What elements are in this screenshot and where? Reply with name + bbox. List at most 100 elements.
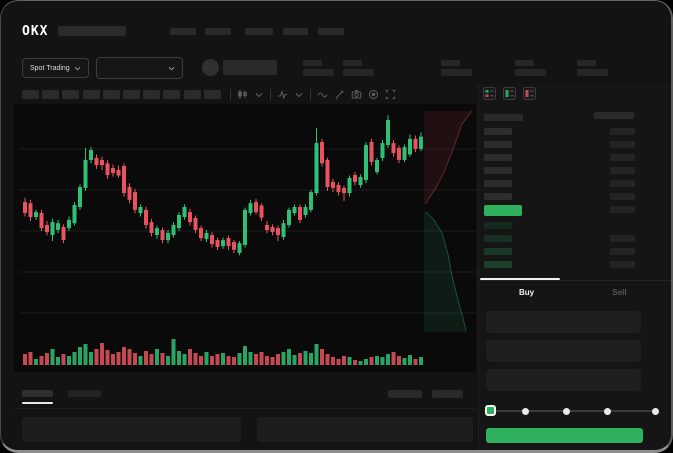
stat-label-placeholder [343,60,362,66]
slider-stop-dot[interactable] [652,408,659,415]
orderbook-layout-toggles [483,87,536,100]
nav-item-placeholder[interactable] [205,28,231,35]
order-input-placeholder[interactable] [486,311,641,333]
price-placeholder [223,60,277,75]
chevron-down-icon [168,66,175,70]
book-price-column-header-placeholder [484,114,523,121]
active-tab-indicator [480,278,560,280]
timeframe-placeholder[interactable] [183,90,201,99]
buy-submit-button[interactable] [486,428,643,443]
chart-tool-icons [230,87,396,102]
timeframe-placeholder[interactable] [163,90,181,99]
ticker-stat-placeholder [343,60,374,76]
ask-row-placeholder[interactable] [484,180,512,187]
tab-buy[interactable]: Buy [518,288,535,297]
bid-row-placeholder[interactable] [484,248,512,255]
nav-item-placeholder[interactable] [170,28,196,35]
amount-placeholder [610,248,635,255]
line-tool-icon[interactable] [316,89,328,101]
timeframe-placeholder[interactable] [42,90,60,99]
divider [478,280,673,281]
timeframe-placeholder[interactable] [62,90,80,99]
orders-action-placeholder[interactable] [388,390,422,398]
slider-stop-dot[interactable] [563,408,570,415]
timeframe-placeholder[interactable] [22,90,39,99]
orders-tab-placeholder[interactable] [68,390,101,397]
timeframe-placeholder[interactable] [82,90,100,99]
market-type-label: Spot Trading [30,64,70,72]
chevron-down-icon[interactable] [253,89,265,101]
ticker-stat-placeholder [577,60,608,76]
bid-row-placeholder[interactable] [484,235,512,242]
bid-row-placeholder[interactable] [484,222,512,229]
nav-item-placeholder[interactable] [283,28,308,35]
stat-value-placeholder [343,69,374,76]
ask-row-placeholder[interactable] [484,193,512,200]
amount-placeholder [610,193,635,200]
stat-label-placeholder [441,60,460,66]
stat-value-placeholder [441,69,472,76]
stat-label-placeholder [515,60,534,66]
indicators-icon[interactable] [276,89,288,101]
ask-row-placeholder[interactable] [484,141,512,148]
divider [14,408,476,409]
amount-placeholder [610,180,635,187]
amount-slider-track[interactable] [490,410,655,412]
nav-item-placeholder[interactable] [245,28,273,35]
timeframe-placeholder[interactable] [123,90,140,99]
amount-placeholder [610,167,635,174]
book-amount-column-header-placeholder [594,112,634,119]
divider [230,89,231,100]
amount-placeholder [610,235,635,242]
stat-value-placeholder [577,69,608,76]
pair-selector-dropdown[interactable] [96,57,183,79]
last-price-indicator[interactable] [484,205,522,216]
okx-logo: OKX [22,24,49,39]
stat-label-placeholder [577,60,596,66]
target-icon[interactable] [367,89,379,101]
draw-tool-icon[interactable] [333,89,345,101]
chevron-down-icon [74,66,81,70]
order-input-placeholder[interactable] [486,340,641,362]
chevron-down-icon[interactable] [293,89,305,101]
divider [310,89,311,100]
ask-row-placeholder[interactable] [484,128,512,135]
coin-avatar [202,59,219,76]
order-book-panel [478,84,673,453]
nav-item-placeholder[interactable] [318,28,344,35]
search-bar-placeholder[interactable] [58,26,126,36]
ask-row-placeholder[interactable] [484,154,512,161]
orders-tab-placeholder[interactable] [22,390,53,397]
orders-content-panel [257,417,473,442]
amount-slider-handle[interactable] [485,405,496,416]
amount-placeholder [610,261,635,268]
orders-action-placeholder[interactable] [432,390,463,398]
fullscreen-icon[interactable] [384,89,396,101]
slider-stop-dot[interactable] [604,408,611,415]
timeframe-placeholder[interactable] [143,90,161,99]
tab-sell[interactable]: Sell [612,288,627,297]
book-asks-icon[interactable] [523,87,536,100]
book-bids-icon[interactable] [503,87,516,100]
amount-placeholder [610,154,635,161]
timeframe-placeholder[interactable] [102,90,120,99]
amount-placeholder [610,206,635,213]
orders-content-panel [22,417,241,442]
book-combined-icon[interactable] [483,87,496,100]
stat-value-placeholder [515,69,546,76]
stat-value-placeholder [303,69,334,76]
ticker-stat-placeholder [303,60,334,76]
order-input-placeholder[interactable] [486,369,641,391]
slider-stop-dot[interactable] [522,408,529,415]
ask-row-placeholder[interactable] [484,167,512,174]
market-type-dropdown[interactable]: Spot Trading [22,58,89,78]
chart-background [14,104,476,372]
amount-placeholder [610,141,635,148]
ticker-stat-placeholder [441,60,472,76]
bid-row-placeholder[interactable] [484,261,512,268]
timeframe-placeholder[interactable] [203,90,221,99]
camera-icon[interactable] [350,89,362,101]
candle-type-icon[interactable] [236,89,248,101]
